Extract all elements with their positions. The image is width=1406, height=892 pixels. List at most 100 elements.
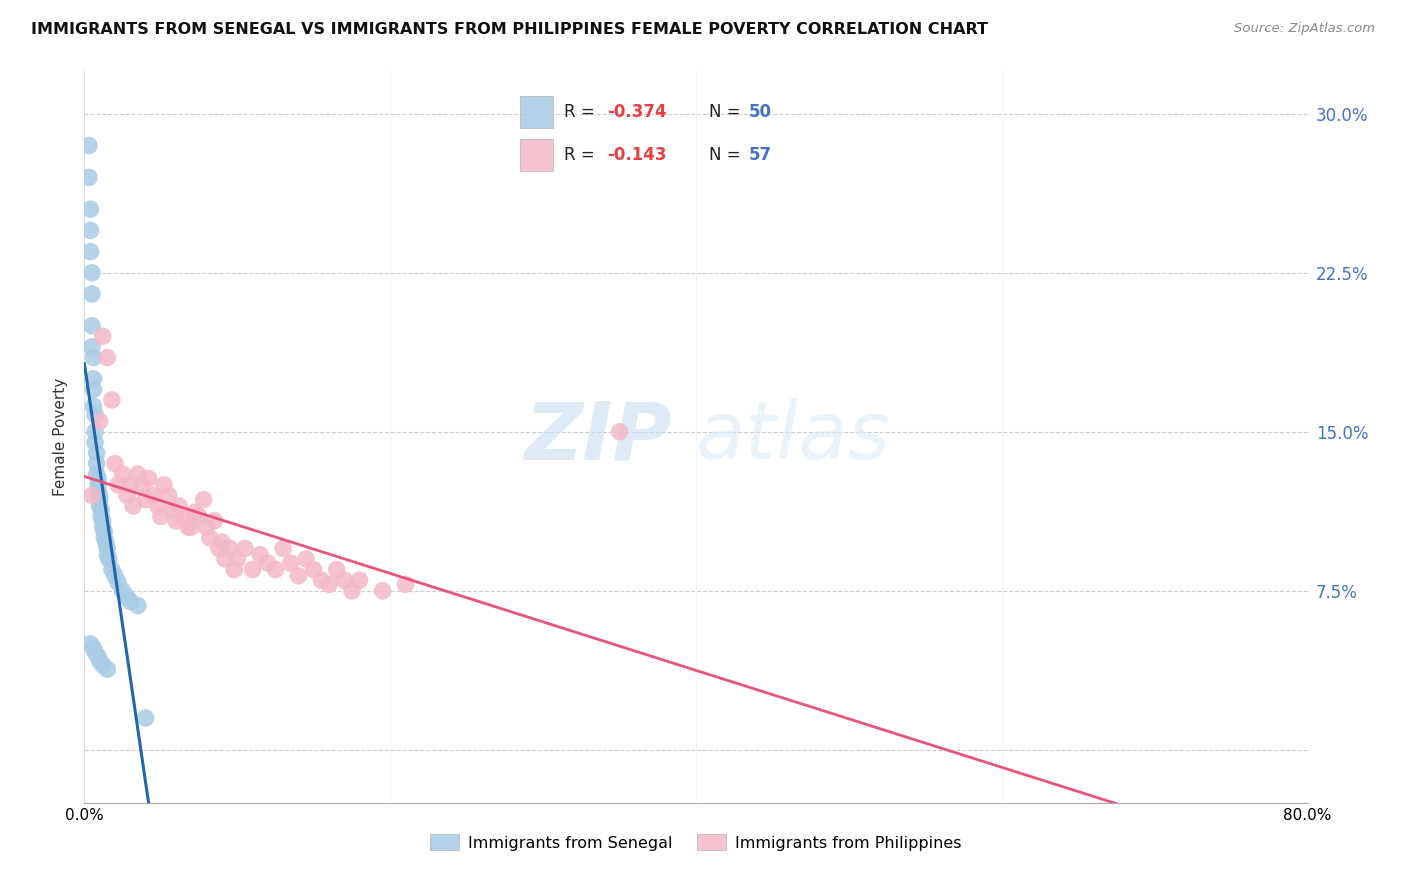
Point	[264, 563, 287, 577]
Text: -0.374: -0.374	[607, 103, 666, 121]
Point	[89, 492, 111, 507]
Point	[183, 505, 205, 519]
Point	[280, 556, 302, 570]
Point	[195, 520, 218, 534]
Point	[371, 583, 394, 598]
Point	[214, 552, 236, 566]
Point	[80, 266, 103, 280]
Point	[609, 425, 631, 439]
Point	[91, 514, 114, 528]
Point	[89, 488, 111, 502]
Point	[302, 563, 325, 577]
Point	[96, 548, 118, 562]
Point	[325, 563, 347, 577]
Point	[91, 329, 114, 343]
Text: N =: N =	[709, 103, 745, 121]
Legend: Immigrants from Senegal, Immigrants from Philippines: Immigrants from Senegal, Immigrants from…	[423, 828, 969, 857]
Point	[93, 531, 115, 545]
Point	[90, 509, 112, 524]
Point	[198, 531, 221, 545]
Point	[138, 471, 160, 485]
FancyBboxPatch shape	[520, 139, 554, 171]
Point	[135, 711, 157, 725]
Point	[180, 520, 202, 534]
Y-axis label: Female Poverty: Female Poverty	[53, 378, 69, 496]
Point	[91, 520, 114, 534]
Point	[162, 503, 184, 517]
Point	[84, 425, 107, 439]
Point	[115, 488, 138, 502]
Text: IMMIGRANTS FROM SENEGAL VS IMMIGRANTS FROM PHILIPPINES FEMALE POVERTY CORRELATIO: IMMIGRANTS FROM SENEGAL VS IMMIGRANTS FR…	[31, 22, 988, 37]
Point	[86, 457, 108, 471]
Point	[84, 408, 107, 422]
Point	[83, 372, 105, 386]
Point	[242, 563, 264, 577]
Point	[188, 509, 211, 524]
Point	[97, 552, 120, 566]
Point	[83, 640, 105, 655]
Point	[224, 563, 246, 577]
Point	[90, 503, 112, 517]
Point	[77, 170, 100, 185]
Point	[104, 457, 127, 471]
Point	[127, 467, 149, 482]
Point	[79, 202, 101, 216]
Point	[149, 509, 172, 524]
Text: 57: 57	[749, 146, 772, 164]
Text: Source: ZipAtlas.com: Source: ZipAtlas.com	[1234, 22, 1375, 36]
Point	[142, 488, 165, 502]
Point	[193, 492, 215, 507]
Point	[84, 645, 107, 659]
Point	[287, 569, 309, 583]
Point	[80, 287, 103, 301]
Point	[153, 477, 176, 491]
Point	[208, 541, 231, 556]
Point	[80, 318, 103, 333]
Point	[111, 467, 134, 482]
Point	[120, 594, 142, 608]
Point	[167, 499, 190, 513]
Point	[89, 654, 111, 668]
Point	[202, 514, 225, 528]
Point	[87, 477, 110, 491]
Point	[87, 649, 110, 664]
Point	[96, 541, 118, 556]
Point	[211, 535, 233, 549]
Point	[257, 556, 280, 570]
Point	[111, 583, 134, 598]
Point	[79, 637, 101, 651]
Point	[89, 499, 111, 513]
Text: ZIP: ZIP	[524, 398, 672, 476]
Point	[83, 400, 105, 414]
Text: R =: R =	[564, 146, 599, 164]
Point	[84, 435, 107, 450]
Point	[93, 524, 115, 539]
Point	[83, 351, 105, 365]
Point	[233, 541, 256, 556]
Point	[107, 575, 129, 590]
Point	[80, 340, 103, 354]
Point	[107, 477, 129, 491]
Point	[83, 383, 105, 397]
Point	[101, 392, 124, 407]
Point	[91, 658, 114, 673]
Point	[135, 492, 157, 507]
Point	[394, 577, 416, 591]
Point	[173, 509, 195, 524]
Point	[131, 477, 153, 491]
Point	[80, 488, 103, 502]
Point	[120, 477, 142, 491]
Point	[96, 662, 118, 676]
Point	[146, 499, 169, 513]
Point	[311, 573, 333, 587]
Text: 50: 50	[749, 103, 772, 121]
Point	[127, 599, 149, 613]
Point	[87, 484, 110, 499]
Text: -0.143: -0.143	[607, 146, 666, 164]
Point	[318, 577, 340, 591]
Point	[101, 563, 124, 577]
Point	[165, 514, 187, 528]
Point	[295, 552, 318, 566]
Point	[104, 569, 127, 583]
Text: N =: N =	[709, 146, 745, 164]
